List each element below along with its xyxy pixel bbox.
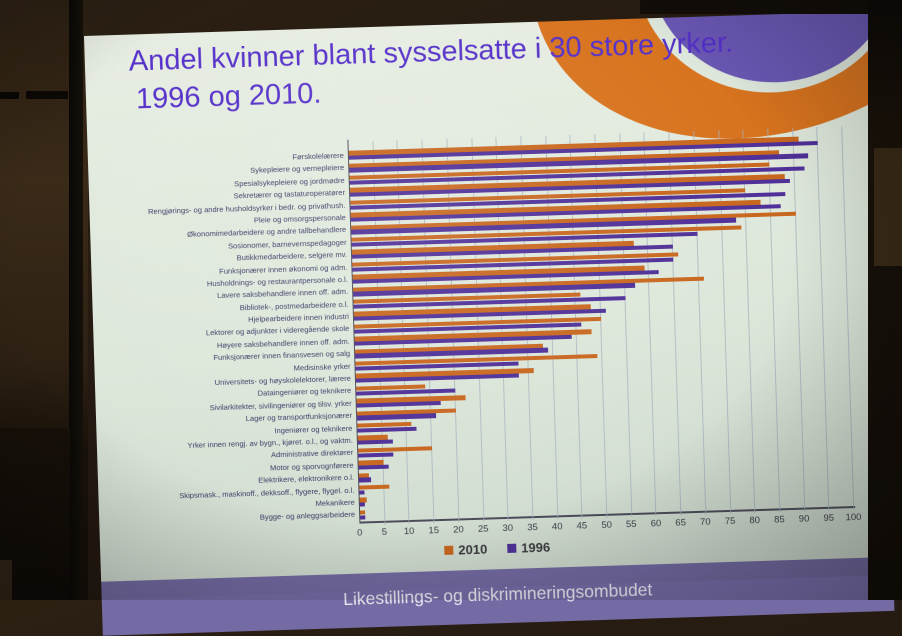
right-wall-strip	[868, 0, 902, 600]
bar-1996	[358, 464, 389, 470]
axis-tick-label: 65	[675, 517, 687, 529]
bar-1996	[359, 502, 365, 508]
bar-1996	[358, 452, 393, 458]
gridline	[841, 126, 855, 511]
gridline	[816, 127, 830, 511]
legend-swatch-1996	[507, 543, 517, 553]
axis-tick-label: 80	[749, 515, 761, 527]
gridline	[742, 129, 756, 514]
projection-slide: Andel kvinner blant sysselsatte i 30 sto…	[84, 11, 895, 636]
axis-tick-label: 45	[576, 520, 588, 532]
plot-area	[347, 126, 856, 525]
axis-tick-label: 15	[428, 525, 440, 537]
ceiling-shadow	[640, 0, 902, 14]
right-wall-patch	[874, 148, 902, 266]
category-labels: Førskolelærere Sykepleiere og vernepleier…	[88, 150, 356, 530]
axis-tick-label: 0	[356, 527, 363, 539]
axis-tick-label: 50	[601, 519, 613, 531]
bar-1996	[359, 490, 365, 495]
gridline	[767, 128, 781, 513]
axis-tick-label: 60	[650, 518, 662, 530]
axis-tick-label: 75	[724, 515, 736, 528]
bar-1996	[357, 439, 393, 446]
screen-frame-pole	[69, 0, 83, 600]
axis-tick-label: 25	[477, 523, 489, 535]
legend: 2010 1996	[444, 540, 550, 558]
axis-tick-label: 90	[798, 513, 810, 525]
axis-tick-label: 35	[527, 521, 539, 534]
axis-tick-label: 95	[823, 512, 835, 525]
legend-item-2010: 2010	[444, 542, 487, 558]
bar-chart: Førskolelærere Sykepleiere og vernepleier…	[84, 11, 893, 596]
wall-dash-right	[26, 91, 68, 99]
bar-1996	[357, 426, 417, 433]
axis-tick-label: 100	[845, 511, 862, 524]
legend-label-2010: 2010	[458, 541, 488, 558]
legend-swatch-2010	[444, 545, 454, 555]
wall-dash-left	[0, 92, 19, 99]
legend-label-1996: 1996	[520, 539, 551, 556]
axis-tick-label: 30	[502, 522, 514, 535]
axis-tick-label: 85	[773, 514, 785, 526]
axis-tick-label: 10	[403, 525, 415, 538]
legend-item-1996: 1996	[507, 540, 550, 556]
axis-tick-label: 5	[381, 526, 388, 538]
bar-1996	[360, 514, 366, 520]
axis-tick-label: 40	[551, 521, 563, 533]
furniture-highlight	[0, 560, 12, 600]
gridline	[791, 127, 805, 512]
axis-tick-label: 20	[453, 524, 464, 536]
footer-text: Likestillings- og diskrimineringsombudet	[342, 579, 653, 610]
axis-tick-label: 55	[625, 518, 637, 531]
axis-tick-label: 70	[699, 516, 711, 528]
bar-1996	[359, 477, 372, 483]
